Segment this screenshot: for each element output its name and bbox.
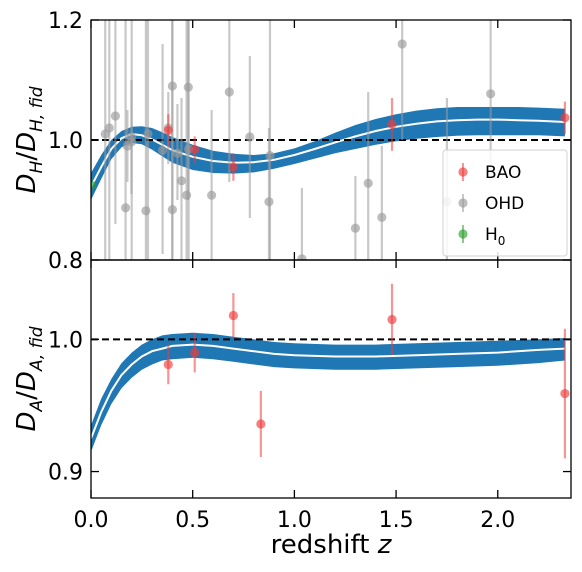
bottom-bao-point	[190, 347, 200, 358]
top-best-fit-line	[91, 118, 565, 188]
top-ohd-point	[297, 254, 307, 260]
bottom-panel-frame	[90, 259, 572, 499]
top-ohd-point	[350, 223, 361, 233]
top-ohd-point	[172, 148, 183, 158]
top-ohd-point	[224, 87, 234, 97]
x-tick-label: 1.0	[277, 508, 312, 533]
legend-bao-label: BAO	[485, 163, 521, 183]
bottom-y-axis-label: DA/DA, fid	[12, 326, 47, 431]
x-tick-label: 2.0	[480, 508, 515, 533]
top-ohd-point	[120, 203, 131, 213]
top-ohd-point	[245, 132, 255, 142]
legend-entry-h0: H0	[458, 225, 505, 248]
top-ohd-point	[141, 206, 151, 216]
top-plot-clip	[91, 20, 571, 260]
top-bao-point	[228, 162, 238, 172]
top-y-tick-label: 1.2	[48, 9, 83, 34]
top-ohd-point	[486, 89, 496, 99]
bottom-bao-point	[560, 388, 570, 399]
top-y-axis-label: DH/DH, fid	[12, 86, 47, 193]
bottom-bao-point	[387, 314, 397, 325]
legend-h0-label: H0	[485, 225, 505, 248]
top-y-tick-label: 1.0	[48, 129, 83, 154]
top-ohd-point	[143, 129, 153, 139]
legend-ohd-marker	[458, 198, 468, 208]
bottom-plot-area	[91, 283, 571, 459]
top-ohd-point	[363, 178, 373, 188]
top-ohd-point	[104, 123, 114, 133]
top-ohd-point	[265, 151, 275, 161]
bottom-best-fit-line	[91, 343, 565, 439]
panel-bottom: 0.0 0.5 1.0 1.5 2.0 0.9 1.0 DA/DA, fid redshif…	[12, 259, 572, 560]
panel-top: 0.8 1.0 1.2 DH/DH, fid BAO OHD H0	[12, 9, 572, 274]
legend-entry-ohd: OHD	[458, 194, 524, 214]
bottom-y-tick-label: 0.9	[48, 461, 83, 486]
top-ohd-point	[377, 212, 387, 222]
legend-h0-marker	[458, 229, 468, 239]
top-ohd-point	[181, 190, 192, 200]
legend-entry-bao: BAO	[458, 163, 521, 183]
bottom-bao-point	[163, 359, 173, 370]
bottom-confidence-band	[91, 332, 565, 452]
top-bao-point	[163, 125, 173, 135]
bottom-axis-ticks: 0.0 0.5 1.0 1.5 2.0 0.9 1.0	[48, 260, 571, 533]
top-ohd-point	[397, 39, 407, 49]
x-tick-label: 0.0	[74, 508, 109, 533]
legend: BAO OHD H0	[442, 149, 568, 257]
legend-bao-marker	[458, 167, 468, 177]
x-tick-label: 1.5	[379, 508, 414, 533]
top-ohd-point	[207, 190, 217, 200]
top-bao-point	[387, 119, 397, 129]
top-ohd-point	[157, 145, 168, 155]
top-bao-point	[560, 113, 570, 123]
bottom-bao-point	[228, 310, 238, 321]
top-bao-point	[190, 145, 200, 155]
legend-ohd-label: OHD	[485, 194, 524, 214]
top-h0-point	[91, 180, 96, 190]
bottom-bao-point	[256, 419, 266, 429]
top-ohd-point	[176, 176, 187, 186]
x-tick-label: 0.5	[175, 508, 210, 533]
legend-box	[442, 149, 568, 257]
top-y-tick-label: 0.8	[48, 249, 83, 274]
top-ohd-point	[110, 111, 121, 121]
x-axis-label: redshift z	[271, 530, 393, 560]
top-axis-ticks: 0.8 1.0 1.2	[48, 9, 571, 274]
top-ohd-point	[167, 81, 177, 91]
top-ohd-point	[127, 137, 137, 147]
bottom-y-tick-label: 1.0	[48, 328, 83, 353]
top-plot-area	[91, 20, 571, 260]
bottom-plot-clip	[91, 283, 571, 459]
